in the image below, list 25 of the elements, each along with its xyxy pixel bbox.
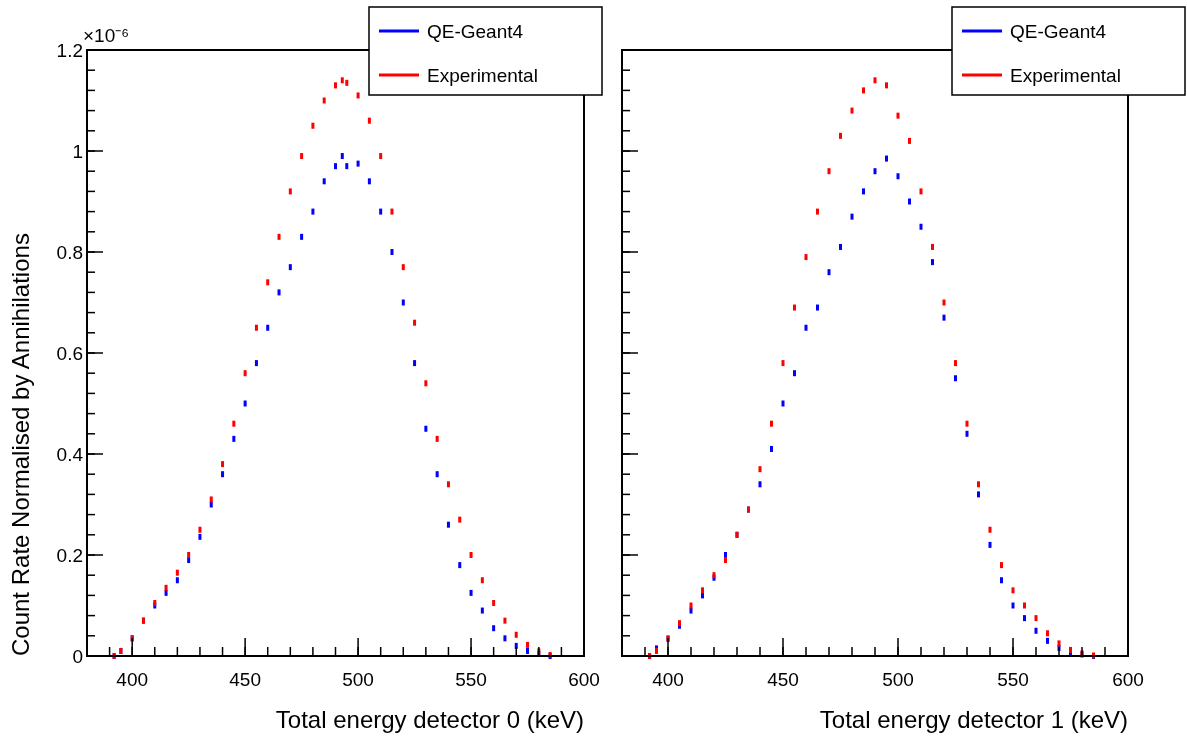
y-tick-label: 0.8 — [56, 242, 83, 263]
text: ×10⁻⁶ — [83, 25, 130, 46]
y-tick-label: 0.6 — [56, 343, 83, 364]
x-tick-label: 400 — [116, 669, 149, 690]
x-axis-title: Total energy detector 1 (keV) — [819, 706, 1128, 733]
y-axis-title: Count Rate Normalised by Annihilations — [7, 233, 34, 656]
x-tick-label: 500 — [342, 669, 374, 690]
y-tick-label: 1 — [72, 141, 83, 162]
x-axis-title: Total energy detector 0 (keV) — [275, 706, 584, 733]
x-tick-label: 450 — [767, 669, 799, 690]
y-tick-label: 0 — [72, 646, 83, 667]
x-tick-label: 500 — [882, 669, 914, 690]
x-tick-label: 550 — [997, 669, 1029, 690]
legend-label: QE-Geant4 — [1010, 21, 1107, 42]
x-tick-label: 450 — [229, 669, 261, 690]
y-tick-label: 0.2 — [56, 545, 83, 566]
y-tick-label: 1.2 — [56, 40, 83, 61]
x-tick-label: 550 — [455, 669, 487, 690]
x-tick-label: 600 — [1112, 669, 1144, 690]
legend-label: QE-Geant4 — [427, 21, 524, 42]
legend-label: Experimental — [427, 65, 538, 86]
y-tick-label: 0.4 — [56, 444, 84, 465]
x-tick-label: 400 — [652, 669, 684, 690]
x-tick-label: 600 — [568, 669, 600, 690]
legend-label: Experimental — [1010, 65, 1121, 86]
